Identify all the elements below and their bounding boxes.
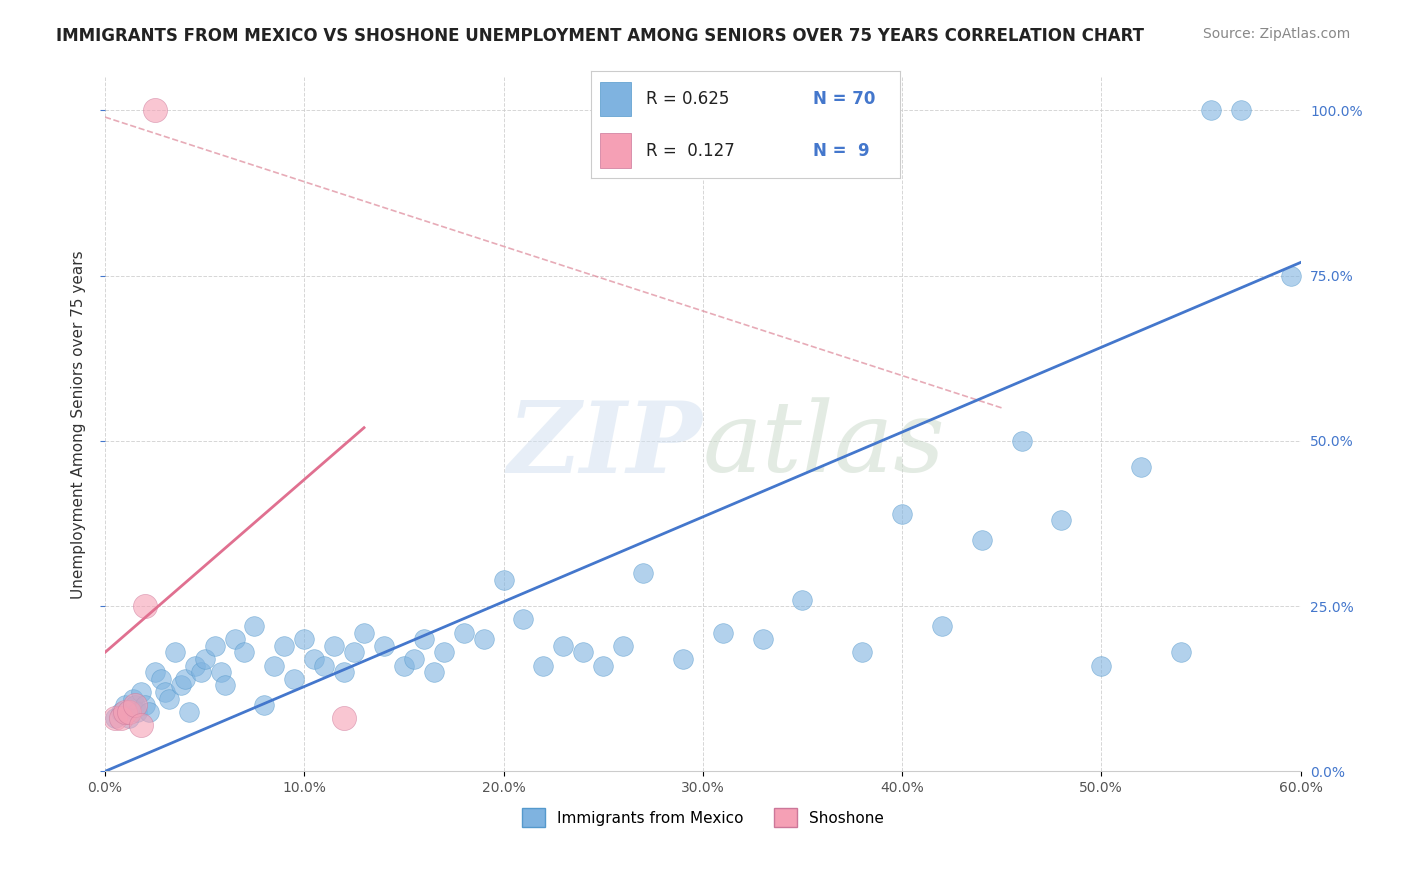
Text: ZIP: ZIP: [508, 397, 703, 493]
Point: [631, 566, 654, 580]
Point: [183, 658, 205, 673]
Point: [177, 705, 200, 719]
Point: [512, 612, 534, 626]
Point: [453, 625, 475, 640]
Point: [153, 685, 176, 699]
Point: [373, 639, 395, 653]
Point: [302, 652, 325, 666]
Point: [531, 658, 554, 673]
Point: [157, 691, 180, 706]
Point: [214, 678, 236, 692]
Point: [492, 573, 515, 587]
Point: [118, 705, 141, 719]
Point: [314, 658, 336, 673]
Point: [129, 718, 152, 732]
Point: [1050, 513, 1073, 527]
Point: [124, 698, 146, 713]
FancyBboxPatch shape: [600, 134, 631, 168]
Point: [343, 645, 366, 659]
Point: [283, 672, 305, 686]
Point: [612, 639, 634, 653]
Point: [353, 625, 375, 640]
Point: [333, 711, 356, 725]
Point: [433, 645, 456, 659]
Point: [672, 652, 695, 666]
Point: [970, 533, 993, 547]
Point: [931, 619, 953, 633]
Text: atlas: atlas: [703, 398, 945, 493]
Point: [243, 619, 266, 633]
Point: [572, 645, 595, 659]
Point: [110, 705, 132, 719]
Point: [138, 705, 160, 719]
Point: [1011, 434, 1033, 448]
Point: [104, 711, 127, 725]
Point: [423, 665, 446, 680]
Point: [323, 639, 346, 653]
Point: [122, 691, 145, 706]
Point: [392, 658, 415, 673]
Point: [412, 632, 434, 647]
Point: [194, 652, 217, 666]
Point: [333, 665, 356, 680]
Point: [190, 665, 212, 680]
Point: [170, 678, 193, 692]
Point: [163, 645, 186, 659]
Point: [711, 625, 734, 640]
Point: [273, 639, 295, 653]
Text: N =  9: N = 9: [813, 142, 870, 160]
Text: R =  0.127: R = 0.127: [647, 142, 735, 160]
Point: [204, 639, 226, 653]
Point: [233, 645, 256, 659]
Point: [402, 652, 425, 666]
Point: [149, 672, 172, 686]
Point: [110, 711, 132, 725]
Text: Source: ZipAtlas.com: Source: ZipAtlas.com: [1202, 27, 1350, 41]
Point: [592, 658, 614, 673]
Point: [124, 698, 146, 713]
Point: [114, 698, 136, 713]
Point: [1170, 645, 1192, 659]
Point: [1199, 103, 1222, 118]
Point: [891, 507, 914, 521]
Point: [1279, 268, 1302, 283]
Point: [125, 705, 148, 719]
Text: IMMIGRANTS FROM MEXICO VS SHOSHONE UNEMPLOYMENT AMONG SENIORS OVER 75 YEARS CORR: IMMIGRANTS FROM MEXICO VS SHOSHONE UNEMP…: [56, 27, 1144, 45]
Point: [851, 645, 873, 659]
Point: [1090, 658, 1112, 673]
Point: [173, 672, 195, 686]
Point: [1130, 460, 1153, 475]
Point: [114, 705, 136, 719]
Point: [129, 685, 152, 699]
Legend: Immigrants from Mexico, Shoshone: Immigrants from Mexico, Shoshone: [516, 802, 890, 833]
FancyBboxPatch shape: [600, 82, 631, 116]
Point: [118, 711, 141, 725]
Point: [792, 592, 814, 607]
Point: [751, 632, 773, 647]
Point: [143, 665, 166, 680]
Point: [253, 698, 276, 713]
Point: [553, 639, 575, 653]
Point: [104, 711, 127, 725]
Y-axis label: Unemployment Among Seniors over 75 years: Unemployment Among Seniors over 75 years: [72, 250, 86, 599]
Point: [134, 698, 156, 713]
Point: [472, 632, 495, 647]
Point: [134, 599, 156, 614]
Point: [209, 665, 232, 680]
Point: [224, 632, 246, 647]
Point: [263, 658, 285, 673]
Point: [143, 103, 166, 118]
Point: [292, 632, 315, 647]
Text: R = 0.625: R = 0.625: [647, 90, 730, 108]
Text: N = 70: N = 70: [813, 90, 876, 108]
Point: [1229, 103, 1251, 118]
